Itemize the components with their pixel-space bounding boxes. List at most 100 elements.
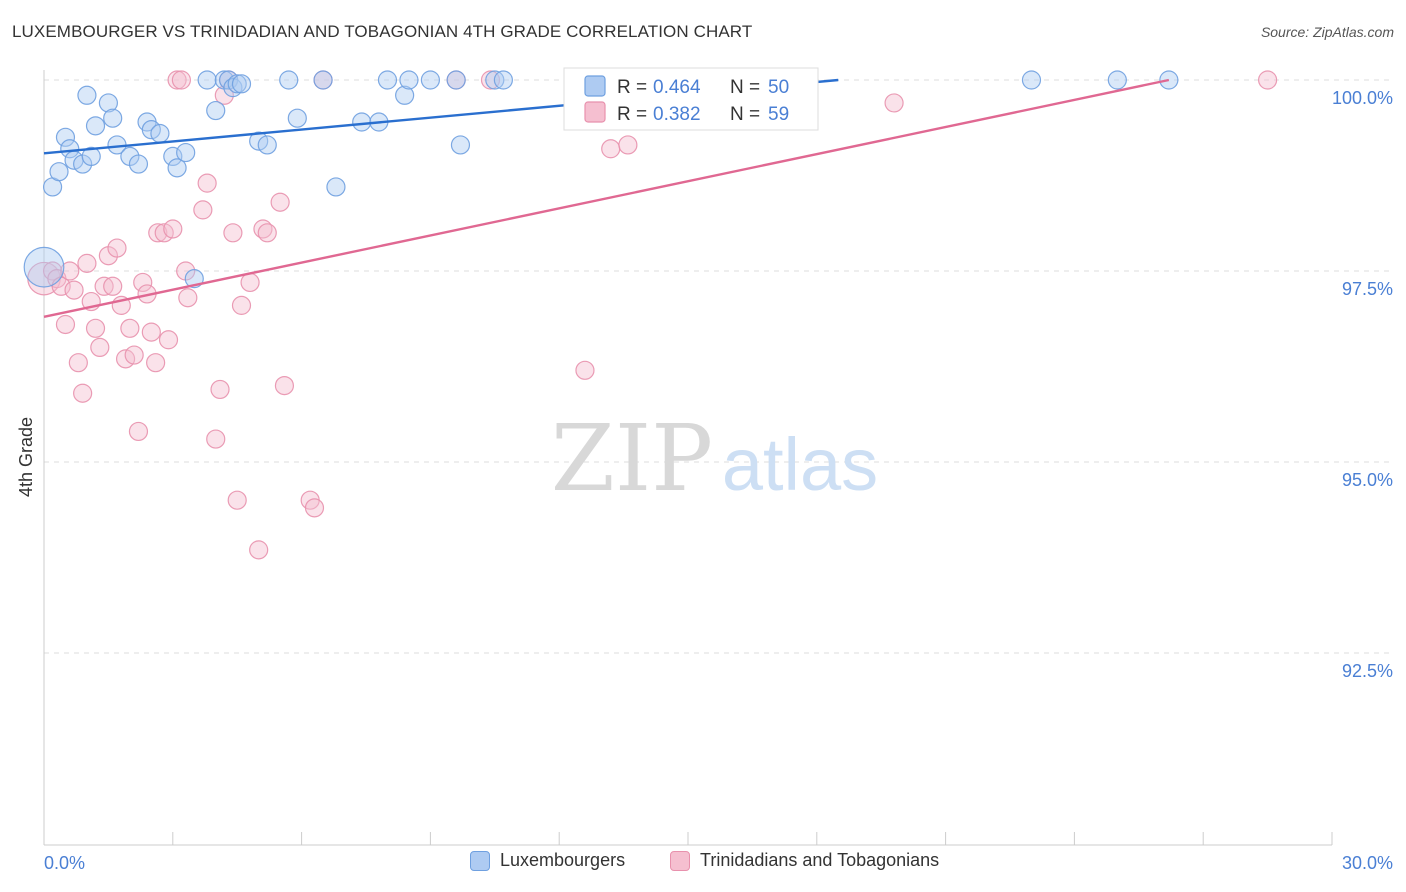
legend-n-value: 59: [768, 104, 789, 125]
data-point[interactable]: [77, 85, 97, 105]
data-point[interactable]: [141, 322, 161, 342]
data-point[interactable]: [146, 353, 166, 373]
data-point[interactable]: [240, 272, 260, 293]
data-point[interactable]: [68, 353, 88, 373]
data-point[interactable]: [1257, 70, 1278, 90]
data-point[interactable]: [601, 139, 621, 159]
legend-item-trinidadians[interactable]: Trinidadians and Tobagonians: [670, 850, 939, 871]
data-point[interactable]: [575, 360, 595, 380]
data-point[interactable]: [249, 540, 269, 560]
data-point[interactable]: [55, 314, 76, 335]
data-point[interactable]: [167, 70, 187, 90]
data-point[interactable]: [73, 383, 93, 403]
data-point[interactable]: [77, 253, 97, 273]
data-point[interactable]: [171, 70, 191, 90]
legend-r-value: 0.464: [653, 77, 701, 98]
data-point[interactable]: [128, 421, 149, 442]
data-point[interactable]: [103, 276, 123, 296]
data-point[interactable]: [420, 70, 440, 90]
legend-r-label: R =: [617, 77, 647, 98]
data-point[interactable]: [85, 318, 106, 338]
data-point[interactable]: [85, 116, 106, 136]
data-point[interactable]: [206, 100, 226, 121]
data-point[interactable]: [231, 74, 252, 94]
data-point[interactable]: [133, 272, 153, 293]
data-point[interactable]: [450, 135, 471, 155]
data-point[interactable]: [193, 200, 213, 220]
legend-box: [563, 67, 819, 131]
data-point[interactable]: [60, 139, 80, 159]
data-point[interactable]: [257, 223, 277, 243]
data-point[interactable]: [64, 280, 84, 300]
data-point[interactable]: [270, 192, 290, 212]
legend-n-label: N =: [730, 77, 760, 98]
data-point[interactable]: [206, 429, 226, 449]
y-tick-label: 95.0%: [1342, 470, 1393, 490]
chart-title: LUXEMBOURGER VS TRINIDADIAN AND TOBAGONI…: [12, 22, 753, 41]
data-point[interactable]: [176, 142, 196, 163]
data-point[interactable]: [49, 162, 69, 182]
data-point[interactable]: [128, 154, 149, 174]
legend-swatch-trinidadians: [584, 101, 606, 123]
data-point[interactable]: [167, 158, 187, 178]
x-tick-label-max: 30.0%: [1342, 853, 1393, 873]
data-point[interactable]: [178, 288, 198, 308]
data-point[interactable]: [395, 85, 415, 105]
data-point[interactable]: [150, 123, 170, 144]
y-tick-label: 92.5%: [1342, 661, 1393, 681]
correlation-legend: R = 0.464 N = 50 R = 0.382 N = 59: [563, 67, 819, 131]
data-point[interactable]: [23, 246, 65, 288]
legend-r-value: 0.382: [653, 104, 701, 125]
data-point[interactable]: [399, 70, 419, 90]
data-point[interactable]: [90, 337, 110, 357]
y-axis-label: 4th Grade: [16, 417, 36, 497]
data-point[interactable]: [107, 238, 127, 258]
data-point[interactable]: [55, 127, 76, 147]
watermark: ZIP atlas: [551, 405, 878, 512]
data-point[interactable]: [148, 223, 168, 243]
data-point[interactable]: [227, 490, 247, 510]
data-point[interactable]: [197, 70, 217, 90]
data-point[interactable]: [618, 135, 638, 155]
data-point[interactable]: [98, 93, 119, 113]
data-point[interactable]: [313, 70, 333, 90]
x-ticks: [43, 832, 1333, 845]
data-point[interactable]: [279, 70, 299, 90]
source-credit: Source: ZipAtlas.com: [1260, 24, 1394, 40]
x-tick-label-min: 0.0%: [44, 853, 85, 873]
data-point[interactable]: [124, 345, 144, 365]
data-point[interactable]: [377, 70, 398, 90]
y-tick-labels: 100.0% 97.5% 95.0% 92.5%: [1332, 88, 1393, 681]
data-point[interactable]: [163, 219, 183, 239]
data-point[interactable]: [493, 70, 513, 90]
data-point[interactable]: [60, 261, 80, 281]
data-point[interactable]: [287, 108, 307, 128]
series-legend: Luxembourgers Trinidadians and Tobagonia…: [0, 850, 1406, 880]
legend-swatch-luxembourgers: [470, 850, 490, 871]
legend-item-luxembourgers[interactable]: Luxembourgers: [470, 850, 625, 871]
data-point[interactable]: [103, 108, 123, 128]
data-point[interactable]: [1107, 70, 1127, 90]
data-point[interactable]: [352, 112, 372, 132]
trendline: [43, 78, 1170, 319]
data-point[interactable]: [446, 70, 466, 90]
data-point[interactable]: [231, 295, 252, 315]
data-point[interactable]: [210, 379, 230, 400]
data-point[interactable]: [197, 173, 217, 193]
data-point[interactable]: [158, 330, 179, 350]
data-point[interactable]: [274, 376, 295, 396]
data-point[interactable]: [257, 135, 277, 155]
data-point[interactable]: [223, 223, 243, 243]
y-tick-label: 100.0%: [1332, 88, 1393, 108]
data-point[interactable]: [120, 318, 140, 338]
series-luxembourgers-points: [23, 70, 1179, 289]
data-point[interactable]: [81, 146, 101, 166]
data-point[interactable]: [304, 498, 325, 518]
data-point[interactable]: [227, 74, 247, 94]
legend-r-label: R =: [617, 104, 647, 125]
data-point[interactable]: [884, 93, 904, 113]
data-point[interactable]: [326, 177, 346, 197]
data-point[interactable]: [1021, 70, 1042, 90]
legend-swatch-luxembourgers: [584, 75, 606, 97]
